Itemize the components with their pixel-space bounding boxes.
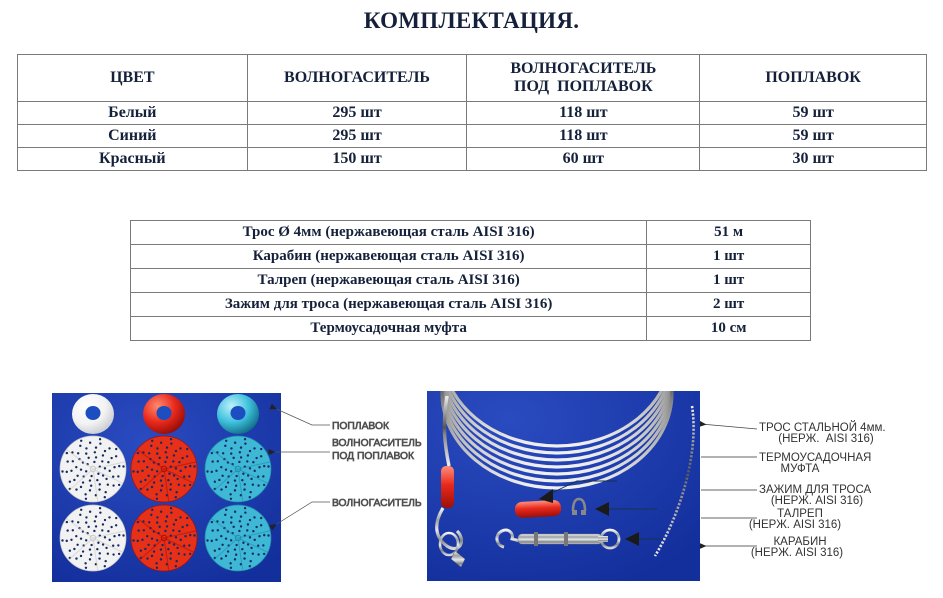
svg-text:ПОД ПОПЛАВОК: ПОД ПОПЛАВОК <box>332 451 414 462</box>
svg-text:(НЕРЖ. AISI 316): (НЕРЖ. AISI 316) <box>778 433 874 445</box>
svg-text:(НЕРЖ. AISI 316): (НЕРЖ. AISI 316) <box>771 495 863 507</box>
svg-text:МУФТА: МУФТА <box>781 463 820 475</box>
svg-text:(НЕРЖ. AISI 316): (НЕРЖ. AISI 316) <box>749 519 841 531</box>
svg-text:(НЕРЖ. AISI 316): (НЕРЖ. AISI 316) <box>751 547 843 559</box>
svg-text:ВОЛНОГАСИТЕЛЬ: ВОЛНОГАСИТЕЛЬ <box>332 438 422 449</box>
svg-text:ВОЛНОГАСИТЕЛЬ: ВОЛНОГАСИТЕЛЬ <box>332 498 422 509</box>
svg-text:ПОПЛАВОК: ПОПЛАВОК <box>332 421 389 432</box>
